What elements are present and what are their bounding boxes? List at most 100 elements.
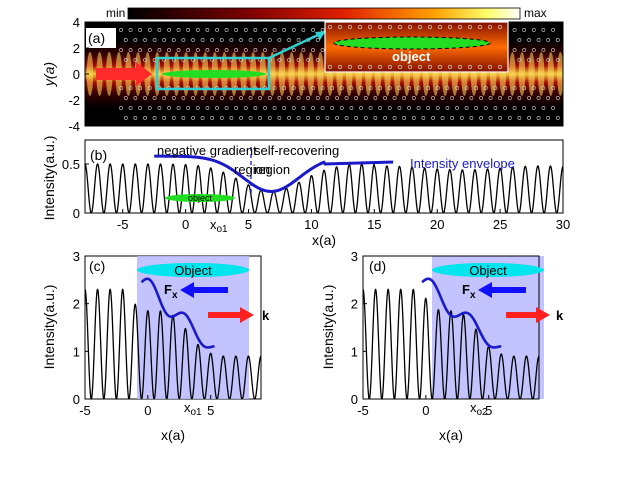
inset-hole [347,64,353,70]
lattice-hole [272,28,277,32]
y-tick-label: 3 [351,249,358,264]
lattice-hole [426,106,431,110]
lattice-hole [507,96,512,100]
lattice-hole [234,106,239,110]
lattice-hole [195,106,200,110]
lattice-hole [363,116,368,120]
panel-c-xlabel: x(a) [161,427,185,443]
inset-object-outline [333,36,491,50]
lattice-hole [128,86,133,90]
lattice-hole [507,116,512,120]
inset-hole [487,24,493,30]
lattice-hole [287,38,291,42]
panel-a: (a) object 4 2 0 -2 -4 y(a) [41,15,564,134]
annot-negative-gradient: negative gradient [157,143,257,158]
inset-object [334,37,490,49]
lattice-hole [517,38,522,42]
lattice-hole [147,28,152,32]
panel-d-label: (d) [369,258,386,274]
panel-d-k-arrow [506,307,550,323]
lattice-hole [239,96,243,100]
lattice-hole [373,116,378,120]
inset-hole [487,64,493,70]
lattice-hole [555,38,560,42]
lattice-hole [503,86,507,90]
panel-d-shade [432,256,544,399]
x-tick-label: 0 [422,403,429,418]
lattice-hole [282,106,287,110]
lattice-hole [200,116,205,120]
panel-c-ylabel: Intensity(a.u.) [41,285,57,370]
lattice-hole [330,86,335,90]
lattice-hole [267,116,272,120]
panel-a-label-box [86,28,116,48]
inset-hole [437,64,443,70]
inset-hole [407,64,413,70]
lattice-hole [234,48,239,52]
lattice-hole [479,116,483,120]
lattice-hole [440,96,445,100]
lattice-hole [474,86,479,90]
lattice-hole [133,96,138,100]
lattice-hole [224,28,229,32]
lattice-hole [325,116,330,120]
lattice-hole [205,28,210,32]
inset-hole [457,64,463,70]
lattice-hole [483,86,488,90]
lattice-hole [296,96,301,100]
lattice-hole [219,96,224,100]
lattice-hole [392,96,397,100]
lattice-hole [435,106,440,110]
lattice-hole [167,48,171,52]
beam-band [528,52,535,96]
y-tick-label: -4 [68,119,80,134]
lattice-hole [416,86,421,90]
x-tick-label: 5 [485,403,492,418]
lattice-hole [536,38,541,42]
x-tick-label: 5 [245,217,252,232]
lattice-hole [143,96,147,100]
lattice-hole [200,96,205,100]
lattice-hole [349,86,354,90]
lattice-hole [522,48,527,52]
lattice-hole [531,28,536,32]
lattice-hole [157,28,162,32]
inset-hole [467,64,473,70]
lattice-hole [546,96,551,100]
inset-hole [417,24,423,30]
lattice-hole [402,116,407,120]
colorbar-gradient [127,7,521,20]
panel-b-intensity-curve [85,162,563,213]
y-tick-label: 0 [73,206,80,221]
lattice-hole [301,86,306,90]
lattice-hole [272,48,277,52]
panel-d-x-marker: xo2 [470,400,488,418]
panel-d-ylabel: Intensity(a.u.) [320,285,336,370]
lattice-hole [301,48,306,52]
panel-c-envelope-curve [140,277,215,349]
lattice-hole [219,116,224,120]
lattice-hole [123,96,128,100]
lattice-hole [378,86,383,90]
legend-intensity-envelope: Intensity envelope [410,156,515,171]
lattice-hole [243,28,248,32]
lattice-hole [287,116,291,120]
lattice-hole [143,38,147,42]
inset-holes [327,24,503,70]
lattice-hole [555,116,560,120]
lattice-hole [397,86,402,90]
lattice-hole [138,48,143,52]
lattice-hole [167,106,171,110]
panel-d-object [432,263,544,277]
lattice-hole [219,38,224,42]
inset-hole [497,24,503,30]
lattice-hole [191,38,195,42]
x-tick-label: 10 [304,217,318,232]
lattice-hole [344,96,349,100]
lattice-hole [186,48,191,52]
lattice-hole [123,58,128,62]
lattice-hole [411,116,416,120]
lattice-hole [368,86,373,90]
lattice-hole [445,86,450,90]
